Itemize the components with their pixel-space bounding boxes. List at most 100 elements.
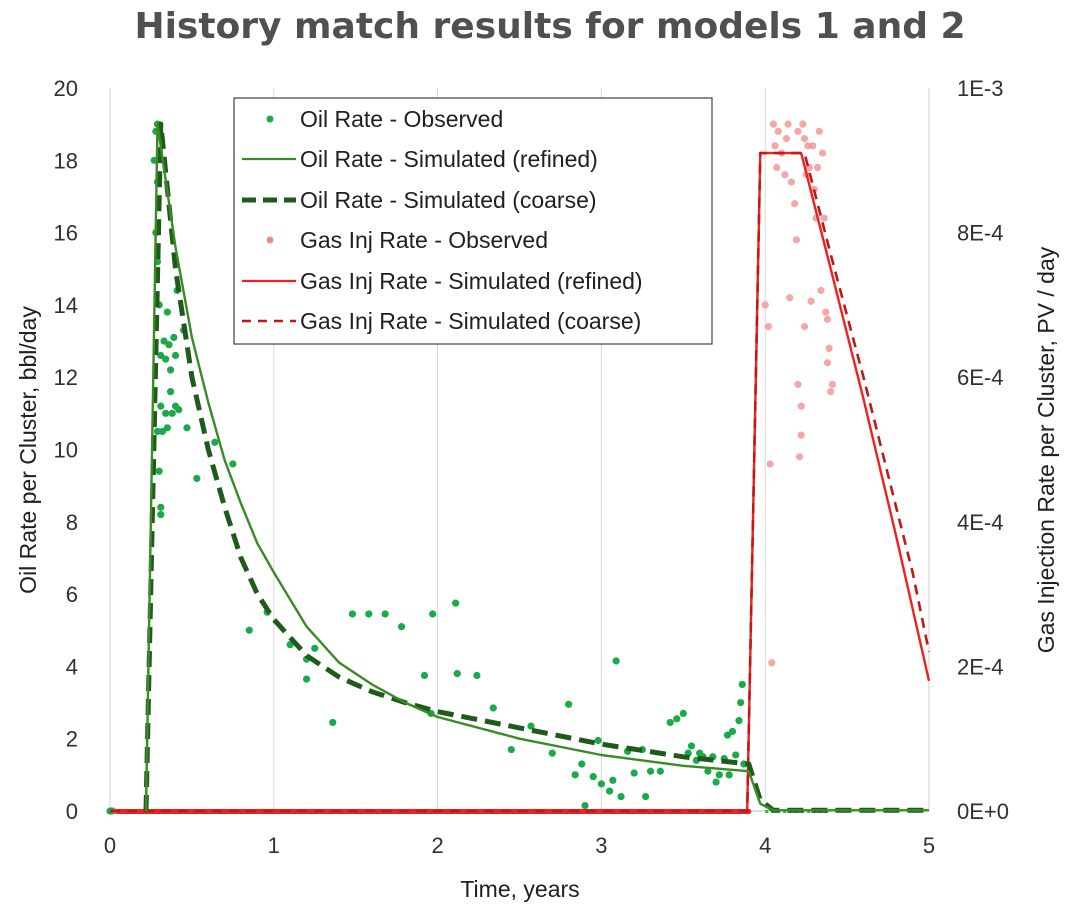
- point-oil-rate-observed: [679, 709, 687, 717]
- point-oil-rate-observed: [183, 424, 191, 432]
- y-left-tick-label: 16: [54, 221, 78, 246]
- y-right-tick-label: 0E+0: [957, 799, 1009, 824]
- point-oil-rate-observed: [737, 698, 745, 707]
- y-right-tick-label: 6E-4: [957, 365, 1003, 390]
- legend-label-gas-refined: Gas Inj Rate - Simulated (refined): [300, 268, 643, 294]
- point-oil-rate-observed: [630, 769, 638, 777]
- point-gas-inj-rate-observed: [800, 135, 809, 143]
- point-oil-rate-observed: [687, 742, 696, 750]
- chart-title: History match results for models 1 and 2: [134, 6, 965, 47]
- point-oil-rate-observed: [594, 736, 602, 745]
- legend-label-gas-observed: Gas Inj Rate - Observed: [300, 227, 548, 253]
- point-oil-rate-observed: [646, 767, 655, 775]
- point-oil-rate-observed: [170, 333, 178, 342]
- point-gas-inj-rate-observed: [781, 171, 789, 179]
- point-oil-rate-observed: [453, 670, 461, 678]
- series-gas-inj-rate-simulated-coarse: [110, 151, 931, 813]
- point-gas-inj-rate-observed: [786, 294, 794, 302]
- point-oil-rate-observed: [175, 406, 183, 414]
- point-gas-inj-rate-observed: [822, 308, 830, 316]
- point-oil-rate-observed: [193, 474, 201, 483]
- point-gas-inj-rate-observed: [794, 380, 802, 389]
- point-oil-rate-observed: [565, 700, 573, 708]
- point-gas-inj-rate-observed: [820, 214, 828, 222]
- line-oil-rate-simulated-coarse: [143, 121, 929, 813]
- point-oil-rate-observed: [157, 510, 165, 519]
- point-oil-rate-observed: [723, 731, 732, 739]
- point-gas-inj-rate-observed: [800, 322, 809, 331]
- point-oil-rate-observed: [728, 727, 737, 736]
- legend-marker-gas-observed: [266, 236, 274, 244]
- point-gas-inj-rate-observed: [817, 286, 825, 295]
- y-left-tick-label: 10: [54, 438, 78, 463]
- point-gas-inj-rate-observed: [828, 380, 836, 389]
- point-oil-rate-observed: [738, 680, 746, 689]
- point-oil-rate-observed: [397, 623, 406, 631]
- point-gas-inj-rate-observed: [825, 344, 833, 352]
- y-right-tick-labels: 0E+0 2E-4 4E-4 6E-4 8E-4 1E-3: [957, 76, 1009, 824]
- point-gas-inj-rate-observed: [827, 388, 835, 396]
- y-left-tick-label: 12: [54, 365, 78, 390]
- y-right-tick-label: 8E-4: [957, 221, 1003, 246]
- point-gas-inj-rate-observed: [818, 149, 827, 157]
- point-oil-rate-observed: [597, 780, 606, 788]
- point-gas-inj-rate-observed: [815, 127, 823, 135]
- point-oil-rate-observed: [429, 610, 437, 618]
- point-gas-inj-rate-observed: [823, 315, 832, 323]
- point-oil-rate-observed: [507, 745, 515, 754]
- point-oil-rate-observed: [167, 388, 175, 396]
- point-oil-rate-observed: [715, 771, 723, 779]
- point-oil-rate-observed: [167, 366, 175, 374]
- point-gas-inj-rate-observed: [810, 185, 818, 193]
- point-oil-rate-observed: [348, 610, 357, 618]
- x-tick-label: 5: [923, 833, 935, 858]
- point-oil-rate-observed: [732, 751, 740, 759]
- point-gas-inj-rate-observed: [814, 163, 822, 172]
- point-gas-inj-rate-observed: [794, 127, 802, 135]
- x-tick-label: 3: [595, 833, 607, 858]
- point-oil-rate-observed: [157, 351, 165, 360]
- point-oil-rate-observed: [656, 767, 664, 775]
- point-oil-rate-observed: [162, 409, 170, 417]
- point-oil-rate-observed: [365, 610, 373, 618]
- point-oil-rate-observed: [245, 626, 253, 634]
- x-tick-label: 2: [431, 833, 443, 858]
- point-oil-rate-observed: [571, 771, 579, 779]
- point-gas-inj-rate-observed: [791, 200, 799, 208]
- y-right-tick-label: 4E-4: [957, 510, 1003, 535]
- point-gas-inj-rate-observed: [799, 120, 807, 128]
- point-oil-rate-observed: [381, 610, 389, 618]
- point-oil-rate-observed: [329, 718, 337, 727]
- point-oil-rate-observed: [157, 402, 165, 410]
- line-gas-inj-rate-simulated-coarse: [110, 151, 931, 813]
- point-gas-inj-rate-observed: [795, 453, 804, 461]
- point-gas-inj-rate-observed: [769, 120, 777, 128]
- point-oil-rate-observed: [609, 776, 617, 784]
- point-oil-rate-observed: [171, 351, 180, 360]
- plot-series: [106, 120, 931, 815]
- point-oil-rate-observed: [473, 671, 481, 680]
- point-oil-rate-observed: [163, 424, 171, 432]
- y-left-tick-label: 6: [66, 582, 78, 607]
- point-oil-rate-observed: [589, 773, 597, 781]
- point-oil-rate-observed: [157, 503, 165, 511]
- point-gas-inj-rate-observed: [809, 142, 817, 150]
- point-oil-rate-observed: [155, 467, 163, 475]
- point-oil-rate-observed: [712, 778, 720, 786]
- legend: Oil Rate - Observed Oil Rate - Simulated…: [233, 97, 713, 345]
- y-left-tick-label: 4: [66, 654, 78, 679]
- point-oil-rate-observed: [642, 792, 650, 801]
- x-tick-label: 0: [104, 833, 116, 858]
- y-left-tick-label: 2: [66, 727, 78, 752]
- point-oil-rate-observed: [211, 438, 219, 446]
- point-oil-rate-observed: [165, 341, 173, 349]
- x-axis-label: Time, years: [460, 876, 579, 902]
- legend-label-gas-coarse: Gas Inj Rate - Simulated (coarse): [300, 308, 641, 334]
- y-left-tick-label: 0: [66, 799, 78, 824]
- point-gas-inj-rate-observed: [797, 402, 805, 410]
- point-oil-rate-observed: [605, 787, 614, 795]
- y-left-tick-labels: 0 2 4 6 8 10 12 14 16 18 20: [54, 76, 78, 824]
- point-gas-inj-rate-observed: [787, 178, 796, 186]
- point-oil-rate-observed: [160, 337, 168, 345]
- point-oil-rate-observed: [420, 671, 429, 680]
